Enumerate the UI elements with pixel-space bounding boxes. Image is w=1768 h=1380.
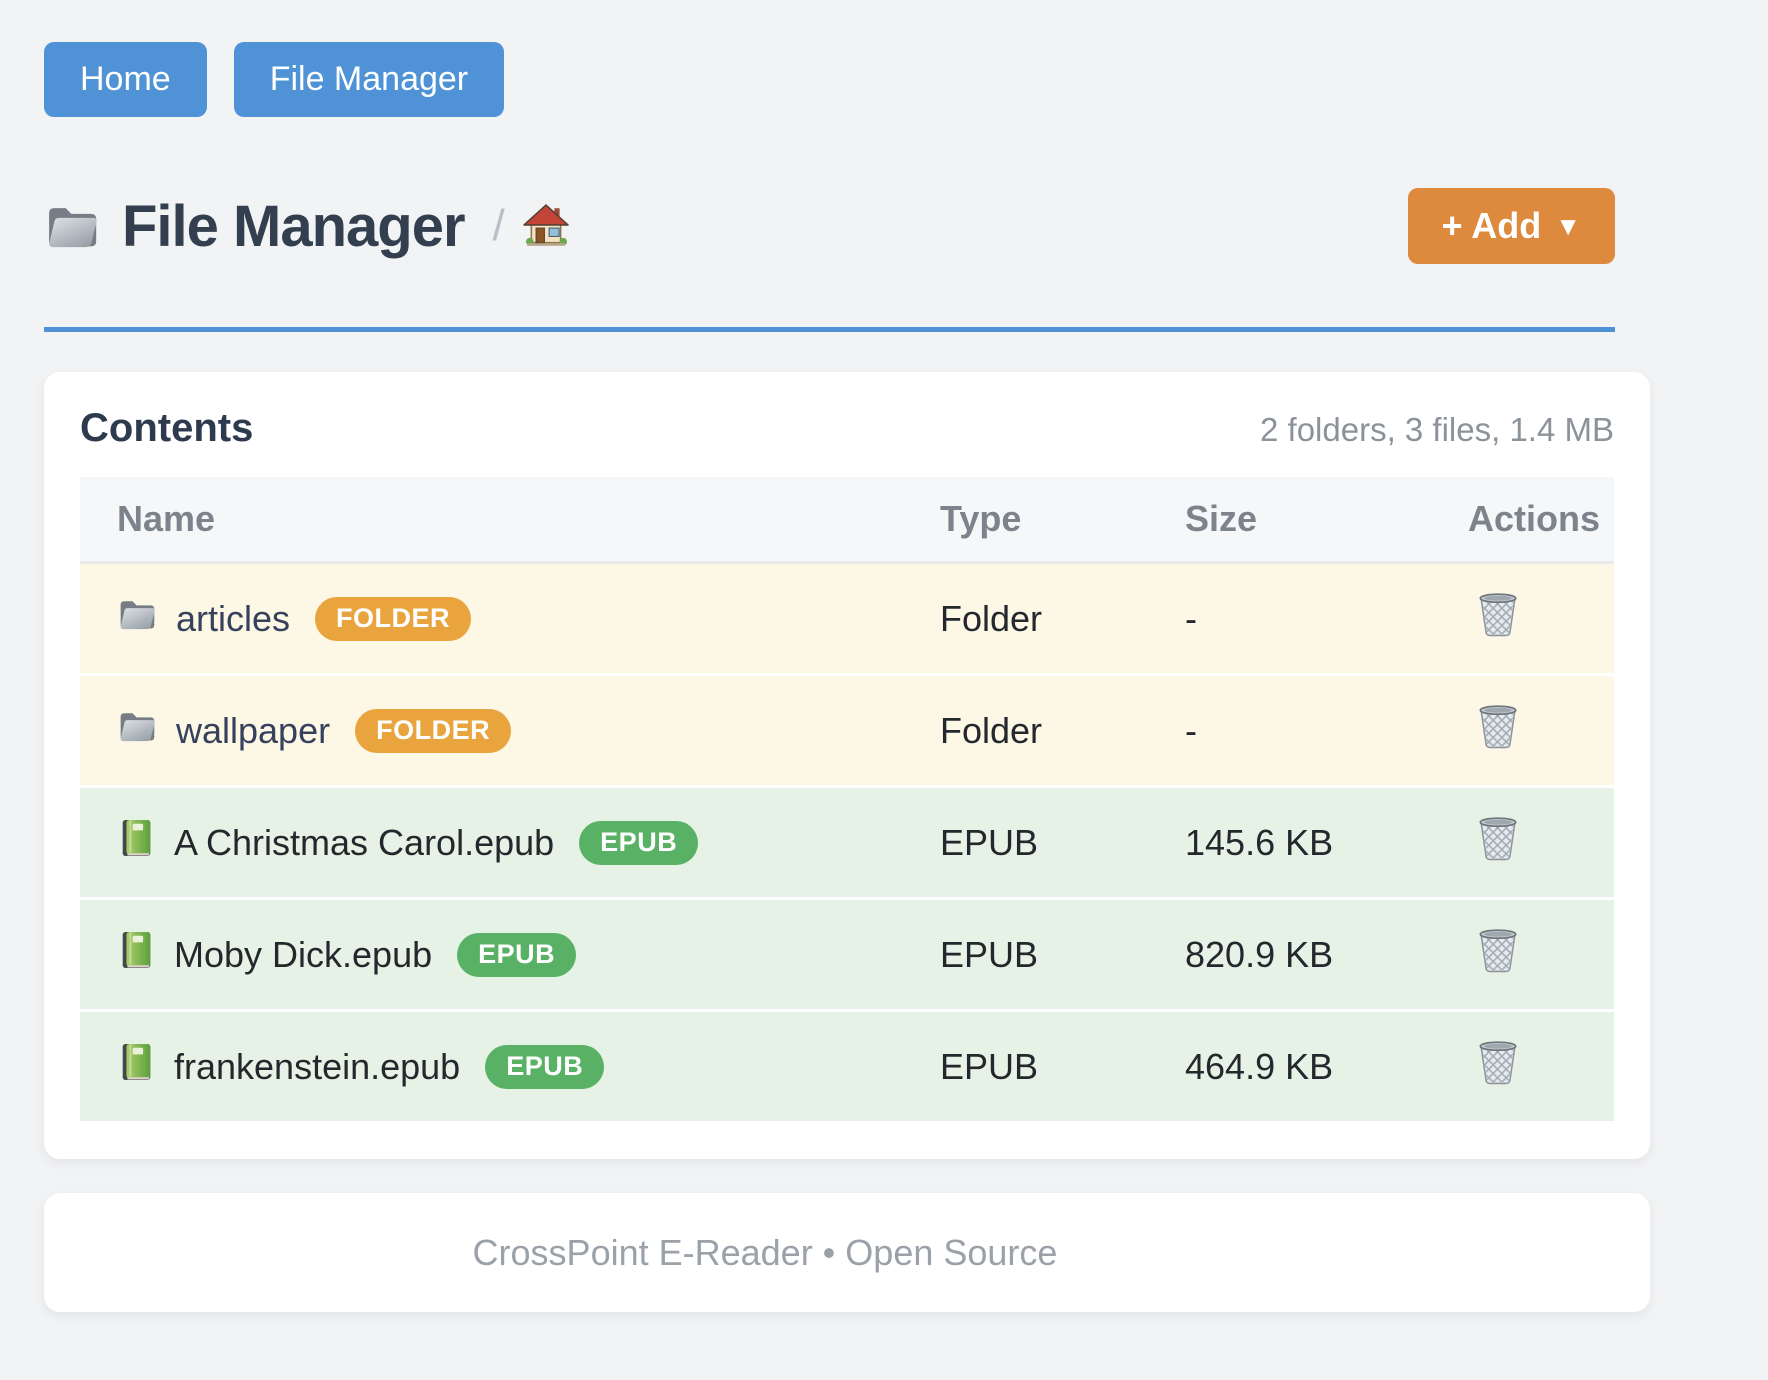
breadcrumb-home-link[interactable] [523, 203, 569, 249]
column-header-name: Name [80, 477, 903, 564]
table-row: wallpaper FOLDER Folder - [80, 673, 1614, 787]
type-badge: FOLDER [355, 708, 512, 753]
header-divider [44, 327, 1615, 332]
folder-icon [117, 708, 157, 753]
delete-button[interactable] [1476, 1039, 1520, 1085]
breadcrumb-separator: / [492, 201, 505, 250]
file-name: Moby Dick.epub [174, 933, 433, 975]
nav-home-button[interactable]: Home [44, 42, 207, 117]
type-badge: EPUB [457, 932, 577, 977]
type-badge: EPUB [485, 1044, 605, 1089]
add-button[interactable]: + Add ▼ [1407, 188, 1615, 264]
trash-icon [1476, 817, 1520, 864]
type-badge: FOLDER [315, 596, 472, 641]
table-row: Moby Dick.epub EPUB EPUB 820.9 KB [80, 897, 1614, 1011]
file-type: EPUB [903, 897, 1148, 1011]
trash-icon [1476, 593, 1520, 640]
file-table: Name Type Size Actions articles FOLDER F [80, 477, 1614, 1121]
title-group: File Manager [44, 193, 466, 260]
file-size: - [1148, 673, 1431, 787]
type-badge: EPUB [579, 820, 699, 865]
folder-icon [44, 201, 100, 251]
file-type: EPUB [903, 785, 1148, 899]
column-header-name: Type [903, 477, 1148, 564]
breadcrumb: Home File Manager [44, 42, 505, 117]
book-icon [117, 1042, 155, 1091]
contents-card: Contents 2 folders, 3 files, 1.4 MB Name… [44, 372, 1650, 1159]
delete-button[interactable] [1476, 927, 1520, 973]
trash-icon [1476, 1041, 1520, 1088]
chevron-down-icon: ▼ [1555, 210, 1581, 241]
footer-card: CrossPoint E-Reader • Open Source [44, 1193, 1650, 1312]
folder-icon [117, 596, 157, 641]
file-type: EPUB [903, 1009, 1148, 1121]
table-row: articles FOLDER Folder - [80, 562, 1614, 675]
trash-icon [1476, 705, 1520, 752]
file-type: Folder [903, 562, 1148, 675]
trash-icon [1476, 929, 1520, 976]
file-size: 145.6 KB [1148, 785, 1431, 899]
table-row: A Christmas Carol.epub EPUB EPUB 145.6 K… [80, 785, 1614, 899]
delete-button[interactable] [1476, 815, 1520, 861]
house-icon [523, 204, 569, 253]
contents-summary: 2 folders, 3 files, 1.4 MB [1260, 411, 1614, 448]
book-icon [117, 818, 155, 867]
file-name: frankenstein.epub [174, 1045, 461, 1087]
column-header-actions: Actions [1431, 477, 1614, 564]
file-size: 820.9 KB [1148, 897, 1431, 1011]
table-header-row: Name Type Size Actions [80, 477, 1614, 564]
delete-button[interactable] [1476, 591, 1520, 637]
nav-file-manager-button[interactable]: File Manager [233, 42, 505, 117]
file-name: A Christmas Carol.epub [174, 821, 555, 863]
table-row: frankenstein.epub EPUB EPUB 464.9 KB [80, 1009, 1614, 1121]
contents-card-header: Contents 2 folders, 3 files, 1.4 MB [80, 406, 1614, 451]
file-size: - [1148, 562, 1431, 675]
file-size: 464.9 KB [1148, 1009, 1431, 1121]
page-header: File Manager / + Add ▼ [44, 188, 1615, 264]
delete-button[interactable] [1476, 703, 1520, 749]
column-header-size: Size [1148, 477, 1431, 564]
file-name-link[interactable]: wallpaper [176, 709, 331, 751]
file-name-link[interactable]: articles [176, 597, 291, 639]
page-title: File Manager [122, 193, 466, 259]
contents-heading: Contents [80, 406, 254, 450]
footer-text: CrossPoint E-Reader • Open Source [472, 1231, 1058, 1273]
file-type: Folder [903, 673, 1148, 787]
book-icon [117, 930, 155, 979]
add-button-label: + Add [1441, 205, 1542, 246]
